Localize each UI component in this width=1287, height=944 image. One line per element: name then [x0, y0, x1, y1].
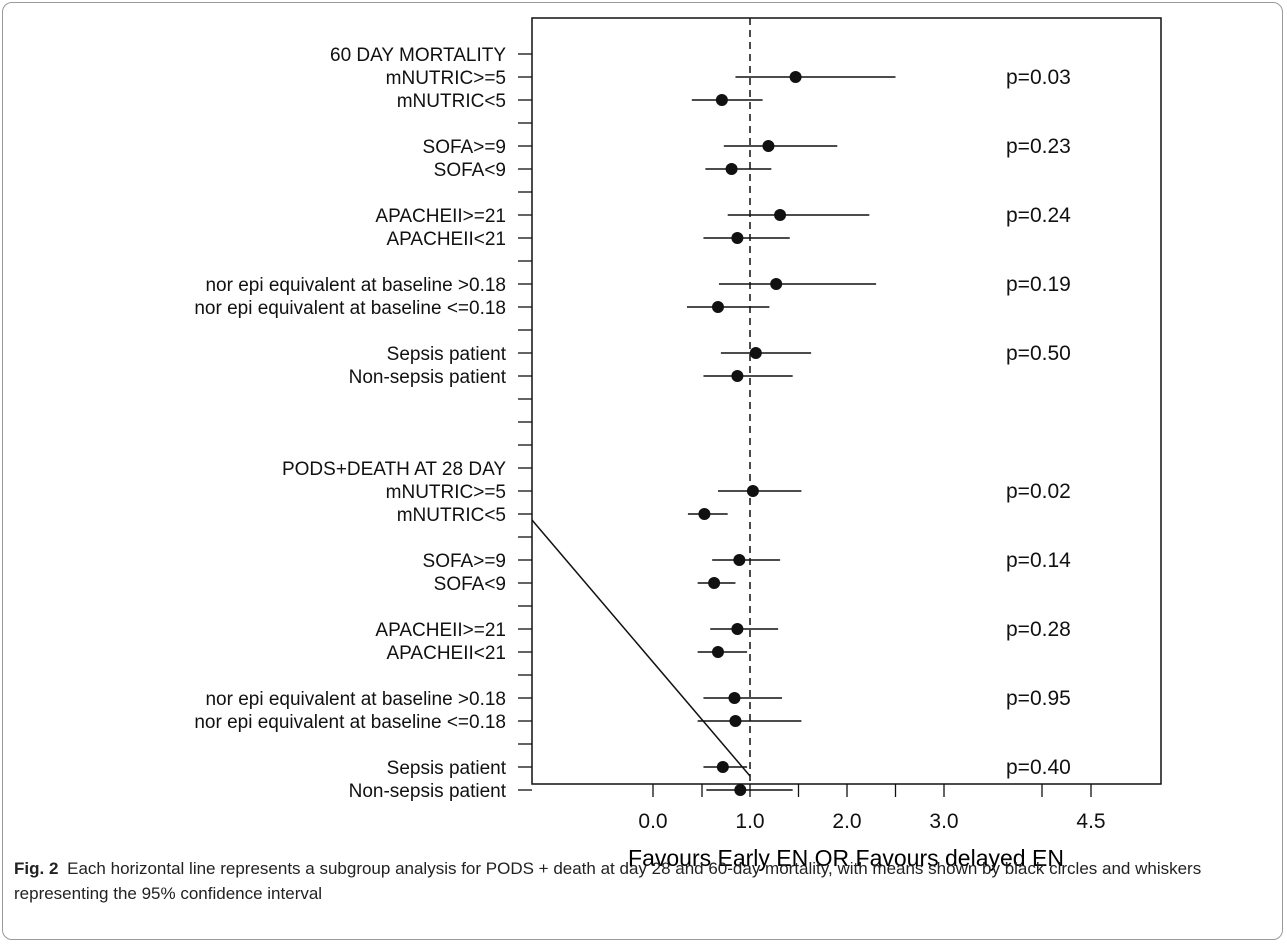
estimate-point — [734, 784, 747, 796]
estimate-point — [708, 577, 721, 589]
row-label: mNUTRIC<5 — [397, 91, 506, 112]
row-label: PODS+DEATH AT 28 DAY — [282, 459, 506, 480]
row-label: mNUTRIC<5 — [397, 505, 506, 526]
estimate-point — [789, 71, 802, 83]
p-value-label: p=0.95 — [1006, 687, 1071, 710]
x-tick-label: 1.0 — [735, 810, 764, 833]
estimate-point — [731, 370, 744, 382]
estimate-point — [728, 692, 741, 704]
row-label: APACHEII>=21 — [375, 620, 506, 641]
p-value-label: p=0.40 — [1006, 756, 1071, 779]
p-value-label: p=0.28 — [1006, 618, 1071, 641]
plot-box — [531, 17, 1162, 785]
diagonal-line — [531, 519, 751, 777]
estimate-point — [746, 485, 759, 497]
row-label: Non-sepsis patient — [349, 367, 507, 388]
figure-caption: Fig. 2 Each horizontal line represents a… — [14, 856, 1276, 906]
row-label: APACHEII<21 — [386, 229, 506, 250]
estimate-point — [716, 761, 729, 773]
estimate-point — [731, 623, 744, 635]
row-label: SOFA>=9 — [423, 551, 506, 572]
estimate-point — [715, 94, 728, 106]
p-value-label: p=0.03 — [1006, 66, 1071, 89]
row-label: SOFA>=9 — [423, 137, 506, 158]
estimate-point — [711, 646, 724, 658]
row-label: SOFA<9 — [434, 160, 506, 181]
row-label: Non-sepsis patient — [349, 781, 507, 802]
estimate-point — [770, 278, 783, 290]
row-label: APACHEII>=21 — [375, 206, 506, 227]
p-value-label: p=0.02 — [1006, 480, 1071, 503]
row-label: nor epi equivalent at baseline <=0.18 — [194, 298, 506, 319]
estimate-point — [729, 715, 742, 727]
x-axis: 0.0 1.0 2.0 3.0 4.5 — [638, 784, 1106, 833]
estimate-point — [698, 508, 711, 520]
estimate-point — [762, 140, 775, 152]
estimate-point — [711, 301, 724, 313]
row-label: Sepsis patient — [387, 758, 507, 779]
row-label: 60 DAY MORTALITY — [330, 45, 506, 66]
estimate-point — [733, 554, 746, 566]
estimate-point — [774, 209, 787, 221]
p-value-label: p=0.50 — [1006, 342, 1071, 365]
row-label: nor epi equivalent at baseline >0.18 — [205, 275, 506, 296]
p-value-label: p=0.14 — [1006, 549, 1071, 572]
caption-label: Fig. 2 — [14, 859, 59, 878]
x-axis-label: Favours Early EN OR Favours delayed EN — [628, 845, 1064, 871]
row-label: mNUTRIC>=5 — [386, 482, 506, 503]
x-tick-label: 2.0 — [832, 810, 861, 833]
caption-text: Each horizontal line represents a subgro… — [14, 859, 1202, 903]
row-label: mNUTRIC>=5 — [386, 68, 506, 89]
p-value-label: p=0.23 — [1006, 135, 1071, 158]
estimate-point — [725, 163, 738, 175]
estimate-point — [731, 232, 744, 244]
row-label: SOFA<9 — [434, 574, 506, 595]
row-label: nor epi equivalent at baseline <=0.18 — [194, 712, 506, 733]
p-value-label: p=0.24 — [1006, 204, 1071, 227]
x-tick-label: 4.5 — [1076, 810, 1105, 833]
p-value-label: p=0.19 — [1006, 273, 1071, 296]
x-tick-label: 0.0 — [638, 810, 667, 833]
estimate-point — [749, 347, 762, 359]
row-label: nor epi equivalent at baseline >0.18 — [205, 689, 506, 710]
row-label: APACHEII<21 — [386, 643, 506, 664]
row-label: Sepsis patient — [387, 344, 507, 365]
x-tick-label: 3.0 — [929, 810, 958, 833]
